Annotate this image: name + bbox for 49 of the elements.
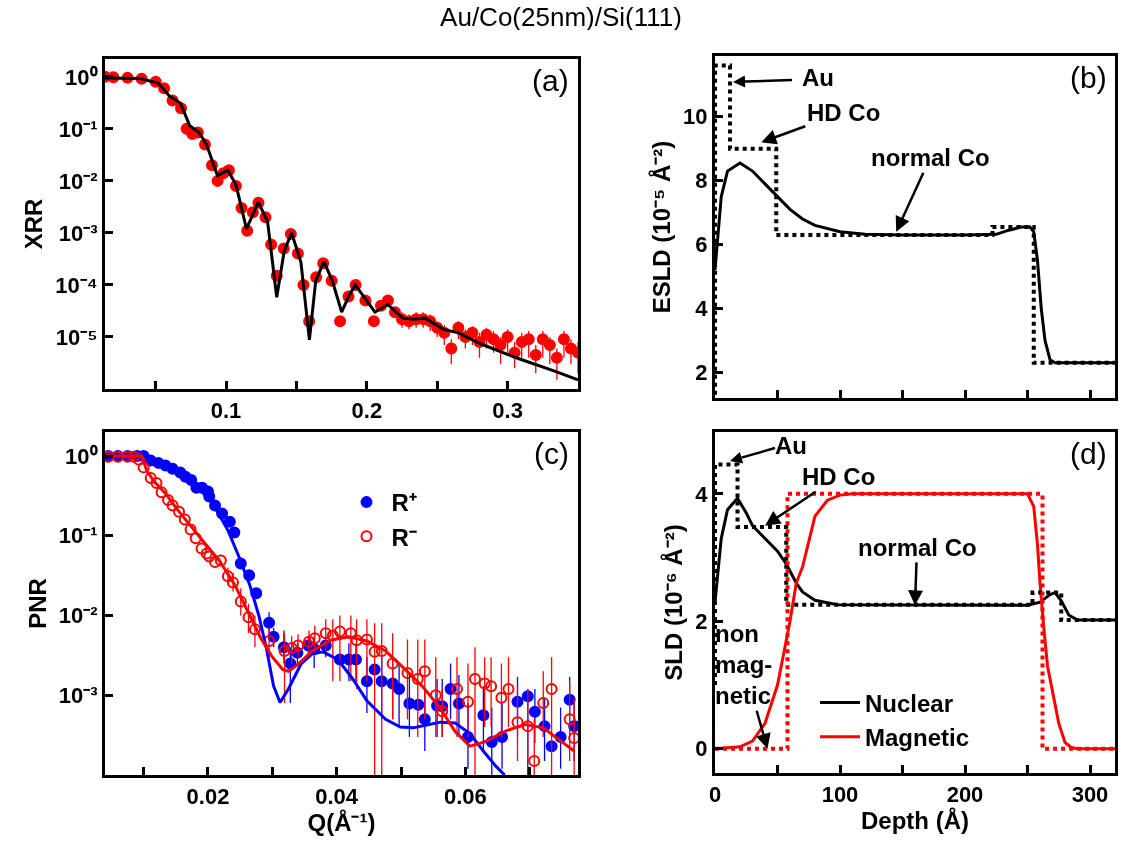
y-axis-title: SLD (10⁻⁶ Å⁻²) (660, 524, 688, 681)
y-tick-label: 8 (695, 168, 708, 194)
x-axis-title: Depth (Å) (861, 807, 969, 835)
annotation: normal Co (871, 144, 990, 171)
y-axis-title: ESLD (10⁻⁵ Å⁻²) (648, 140, 676, 314)
y-axis-title: PNR (23, 578, 51, 629)
y-tick-label: 10⁻³ (58, 220, 98, 246)
y-tick-label: 4 (695, 296, 709, 322)
legend-label: R⁻ (391, 523, 417, 551)
annotation: (b) (1070, 61, 1107, 94)
annotation: HD Co (802, 463, 876, 490)
y-tick-label: 6 (695, 232, 708, 258)
annotation: HD Co (807, 99, 881, 126)
y-tick-label: 10⁻² (58, 603, 98, 629)
y-tick-label: 10 (683, 104, 708, 130)
annotation: (a) (532, 64, 569, 97)
legend-label: Magnetic (865, 724, 970, 752)
x-tick-label: 300 (1071, 782, 1109, 808)
x-tick-label: 0.04 (315, 784, 359, 810)
y-tick-label: 10⁻⁵ (55, 324, 98, 350)
legend-label: Nuclear (865, 689, 954, 717)
y-tick-label: 10⁻² (58, 168, 98, 194)
chart-title: Au/Co(25nm)/Si(111) (439, 2, 683, 33)
x-tick-label: 0.2 (351, 398, 383, 424)
y-tick-label: 0 (695, 736, 708, 762)
y-axis-title: XRR (20, 198, 48, 250)
y-tick-label: 10⁻⁴ (55, 272, 98, 298)
y-tick-label: 10⁰ (65, 443, 98, 469)
annotation: Au (775, 432, 807, 459)
y-tick-label: 2 (695, 360, 708, 386)
annotation: non mag- netic (715, 620, 773, 710)
legend-label: R⁺ (391, 489, 417, 517)
x-tick-label: 0.1 (210, 398, 242, 424)
x-tick-label: 100 (821, 782, 859, 808)
y-tick-label: 10⁻³ (58, 682, 98, 708)
y-tick-label: 10⁰ (65, 64, 98, 90)
x-tick-label: 0.3 (492, 398, 523, 424)
y-tick-label: 10⁻¹ (58, 116, 98, 142)
x-axis-title: Q(Å⁻¹) (307, 809, 376, 837)
x-tick-label: 0.06 (443, 784, 487, 810)
annotation: normal Co (858, 534, 977, 561)
x-tick-label: 200 (946, 782, 984, 808)
y-tick-label: 4 (695, 481, 709, 507)
x-tick-label: 0.02 (186, 784, 230, 810)
annotation: (c) (534, 437, 569, 470)
y-tick-label: 2 (695, 609, 708, 634)
annotation: (d) (1070, 437, 1107, 470)
y-tick-label: 10⁻¹ (58, 523, 98, 549)
annotation: Au (802, 64, 834, 91)
